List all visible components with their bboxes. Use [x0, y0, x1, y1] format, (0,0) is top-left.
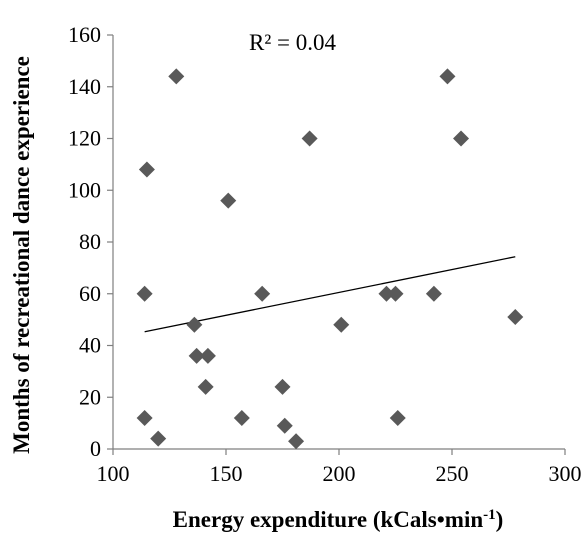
data-point	[150, 430, 167, 447]
data-point	[425, 285, 442, 302]
data-point	[186, 316, 203, 333]
data-point	[389, 409, 406, 426]
data-point	[199, 347, 216, 364]
y-tick-label: 120	[68, 126, 101, 151]
data-point	[274, 378, 291, 395]
data-point	[387, 285, 404, 302]
x-axis-title: Energy expenditure (kCals•min-1)	[173, 507, 504, 532]
axes	[112, 35, 565, 450]
trendline	[144, 256, 516, 333]
y-tick-label: 40	[79, 333, 101, 358]
data-point	[136, 285, 153, 302]
x-tick-label: 150	[210, 461, 243, 486]
data-point	[188, 347, 205, 364]
y-tick-label: 140	[68, 74, 101, 99]
data-point	[254, 285, 271, 302]
x-tick-label: 200	[323, 461, 356, 486]
y-tick-label: 60	[79, 281, 101, 306]
x-tick-label: 300	[549, 461, 582, 486]
y-tick-label: 100	[68, 177, 101, 202]
y-tick-label: 80	[79, 229, 101, 254]
x-axis-title-superscript: -1	[483, 507, 496, 523]
data-point	[288, 433, 305, 450]
y-tick-label: 0	[90, 436, 101, 461]
y-tick-label: 20	[79, 384, 101, 409]
x-axis-title-end: )	[496, 507, 504, 532]
data-point	[138, 161, 155, 178]
x-tick-label: 100	[97, 461, 130, 486]
x-ticks: 100 150 200 250 300	[97, 449, 582, 486]
y-ticks: 0 20 40 60 80 100 120 140 160	[68, 22, 113, 461]
data-point	[453, 130, 470, 147]
r-squared-annotation: R² = 0.04	[249, 30, 336, 55]
data-point	[168, 68, 185, 85]
data-points	[136, 68, 524, 450]
data-point	[276, 417, 293, 434]
data-point	[220, 192, 237, 209]
data-point	[333, 316, 350, 333]
data-point	[378, 285, 395, 302]
x-axis-title-main: Energy expenditure (kCals•min	[173, 507, 484, 532]
data-point	[439, 68, 456, 85]
data-point	[507, 309, 524, 326]
y-tick-label: 160	[68, 22, 101, 47]
data-point	[301, 130, 318, 147]
data-point	[197, 378, 214, 395]
y-axis-title: Months of recreational dance experience	[9, 56, 34, 454]
data-point	[136, 409, 153, 426]
x-tick-label: 250	[436, 461, 469, 486]
data-point	[233, 409, 250, 426]
